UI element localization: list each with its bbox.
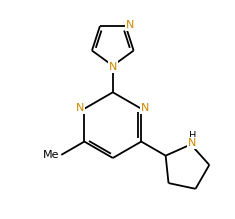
Text: N: N [188,138,197,148]
Text: H: H [189,131,196,141]
Text: N: N [109,62,117,72]
Text: N: N [141,103,149,113]
Text: N: N [76,103,84,113]
Text: N: N [125,20,134,30]
Text: Me: Me [43,150,60,160]
